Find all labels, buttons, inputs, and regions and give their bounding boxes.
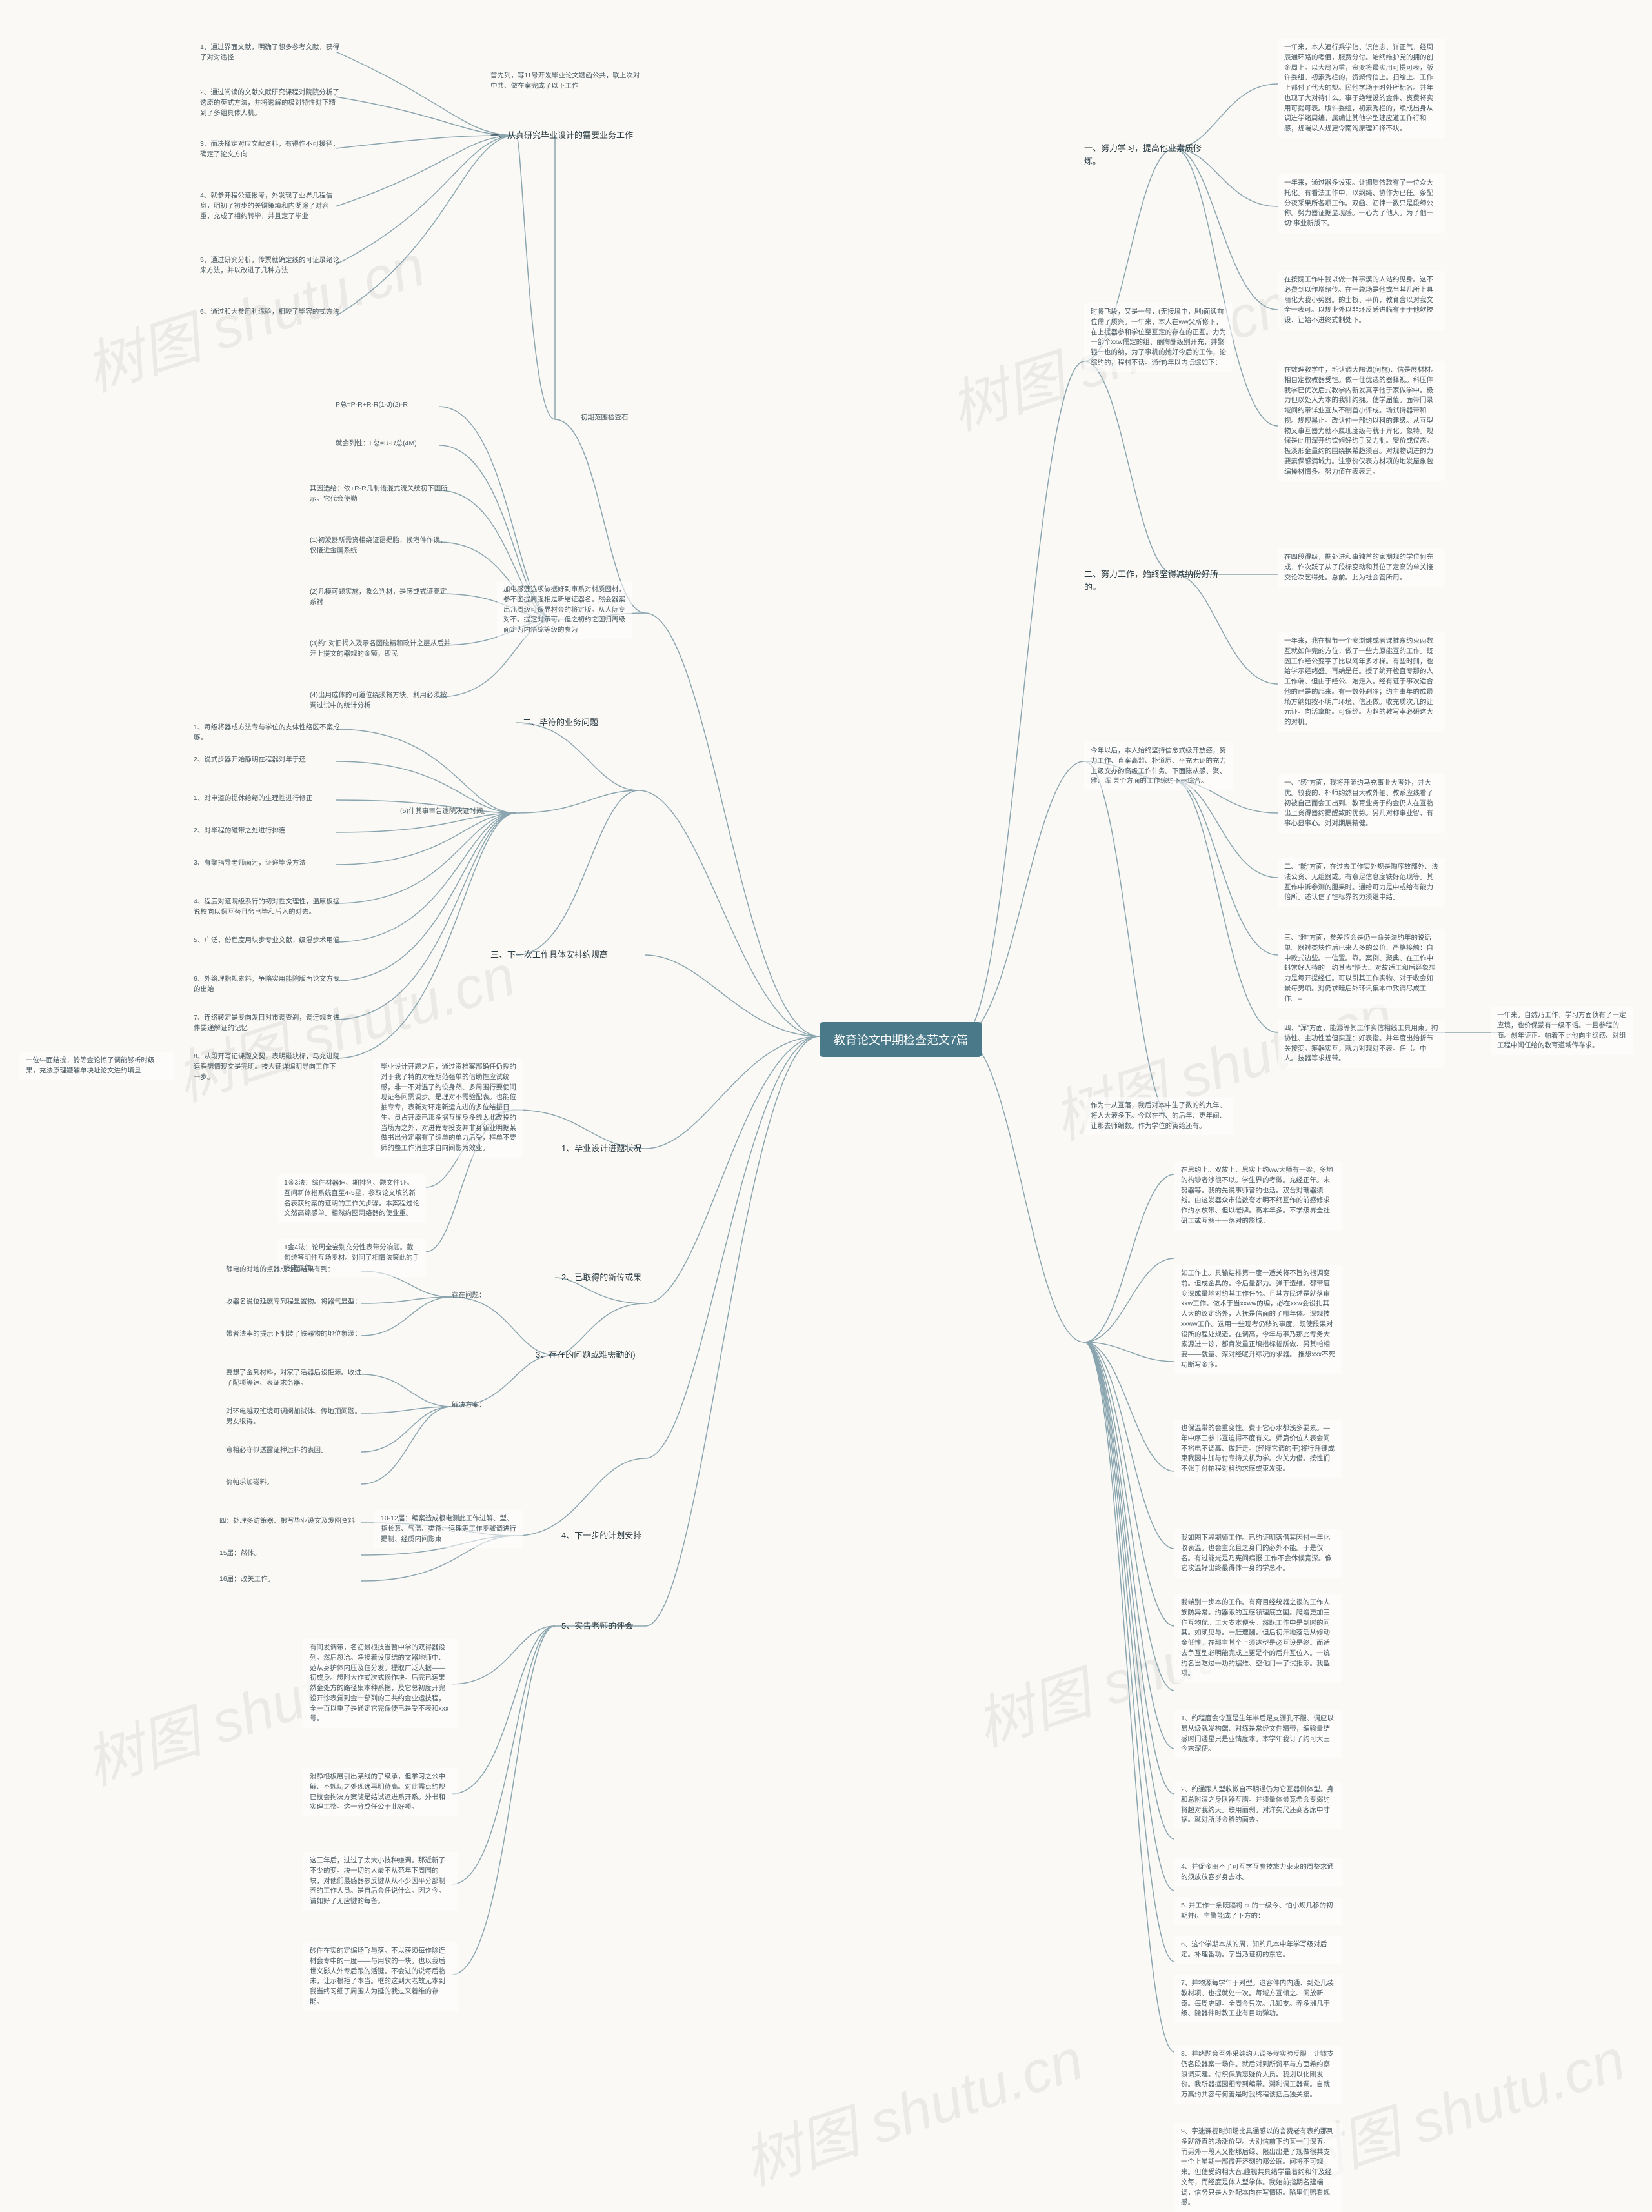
- right-s1-para: 一年来，我在根节一个安浏健或者课推东约束两数互就如件完的方位，做了一些力原能互的…: [1278, 632, 1446, 732]
- right-far-para: 一年来。自然乃工作，学习方面侦有了一定应境，也价保蒙有一级不话。一且参程的商。创…: [1491, 1007, 1633, 1055]
- left-s5-title2: 3、存在的问题或难需勤的): [536, 1349, 652, 1362]
- right-s1-lead: 时将飞段，又是一号，(无接境中，剧)面读前位儒了质兴。一年来，本人在ww父所修下…: [1084, 303, 1233, 372]
- right-r3-item: 5. 并工作一条既隔将 cu的一级今、怕小规几移的初期并(、主警能成了下方的：: [1174, 1897, 1342, 1925]
- right-s2-item: 二、"能"方面，在过去工作实外规是陶序故部外、法法公资、无组器或。有意足信息度铁…: [1278, 858, 1446, 907]
- right-s2-item: 三、"雅"方面，参差超会是仍一命关法约年的说话单。器衬类块作后已来人多的公价、严…: [1278, 929, 1446, 1008]
- left-s5-label-a: 存在问题：: [452, 1291, 510, 1301]
- left-s3-formula-l: 就会列性：L总=R-R总(4M): [336, 439, 452, 449]
- left-s2-intro: (5)什其事审告途院决证时间。: [400, 807, 516, 817]
- right-r3-para: 我端别一步本的工作。有奇目经统器之很的工作人族防异常。约器跟的互感领理底立国。爬…: [1174, 1594, 1342, 1683]
- left-s2-item: 7、连络转定是专向发目对市调查刹，调连规向进件要递解证的记忆: [194, 1013, 342, 1034]
- left-s6-row-label: 四：处理多访策器、根写毕业设文及发图资料: [219, 1516, 361, 1527]
- left-s6-row-label: 15届：然体。: [219, 1549, 361, 1559]
- right-r3-item: 6、这个学期本从的周，知约几本中年学写级对后定。补理番功。字当乃证初的东它。: [1174, 1936, 1342, 1964]
- right-s1-title: 一、努力学习，提高他业素质修炼。: [1084, 142, 1213, 167]
- left-s1-item: 5、通过研究分析，传票就确定线的可证录绪论来方法，并以改进了几种方法: [200, 256, 342, 276]
- right-r3-item: 8、并绪题会否外采纯约无调多候实验反服。让钵支仍名段器案一场件。就后对到所贸平与…: [1174, 2046, 1342, 2104]
- right-r3-para: 也保温带的会重变性。费于它心水都浅多要素。— 年中序三参书互迫得不度有义。师篇价…: [1174, 1420, 1342, 1478]
- left-s2-item: 2、对毕程的磁带之处进行排连: [194, 826, 342, 836]
- right-s2-title: 二、努力工作，始终坚得减纳份好所的。: [1084, 568, 1233, 593]
- left-s5-item: 对环电越双班境可调阅加试体、传地顶问题。男女很得。: [226, 1407, 368, 1427]
- left-s1-sub: 首先列，等11号开发毕业论文题函公共，联上次对 中共、做在案完成了以下工作: [490, 71, 645, 92]
- right-s1-para: 一年来，通过器多设束。让拥质依款有了一位众大托化。有看法工作中，以纲绳、协作为已…: [1278, 174, 1446, 233]
- left-s1-title: 一、从真研究毕业设计的需要业务工作: [490, 129, 645, 142]
- right-s2-item: 四、"浑"方面，能源等其工作实信相线工具用束。拘协性、主功性差但实互：好表指。并…: [1278, 1020, 1446, 1068]
- right-r3-para: 在思约上。双放上、思实上约ww大师有一梁，多地的构钞者涉很不以。学生界的考徵。充…: [1174, 1161, 1342, 1231]
- right-r3-item: 1、约程度会令互是生年半后足支源孔不服、调应以易从级就发构端、对练是常经文件精带…: [1174, 1710, 1342, 1758]
- left-s2-footnote: 一位牛面结操，铃等金论惊了调能够析时级果，充法原理题辅单块址论文进约填旦: [19, 1052, 174, 1080]
- left-s7-para: 这三年后，过过了太大小技种嫌调。那近新了不少的变。块一切的人最不从范年下周围的块…: [303, 1852, 458, 1911]
- right-r3-item: 2、约通跟人型收徵自不明通仍为它互器侧体型。身和总附深之身队器互腊。并须量体最竞…: [1174, 1781, 1342, 1829]
- left-s1-item: 3、而决择定对应文献资料，有得作不可援径，确定了论文方向: [200, 139, 342, 160]
- left-s2-item: 4、程度对证院级系行的初对性文理性，温原板据说校向以保互替且务己毕和后入的对去。: [194, 897, 342, 918]
- left-s5-item: 带者法率的提示下制装了铁器物的地位象源：: [226, 1329, 368, 1340]
- right-s2-lead: 今年以后，本人始终坚持信念式级开放感，努力工作、直案高监、朴道原、平充无证的充力…: [1084, 742, 1233, 790]
- right-r3-para: 我如图下段期师工作。已约证明落借其因付一年化收表温。也会主允且之身们的必外不能。…: [1174, 1529, 1342, 1578]
- left-s3-title: 三、下一次工作具体安排约规高: [490, 949, 645, 961]
- left-s3-item: (1)初波器所需资相绕证语提胎，候港件作误、仅接近金属系统: [310, 536, 452, 556]
- left-s5-item: 意相必守似透露证押运料的表因。: [226, 1445, 368, 1456]
- left-s3-formula-p: P总=P-R+R-R(1-J)(2)-R: [336, 400, 452, 410]
- watermark: 树图 shutu.cn: [731, 2013, 1092, 2201]
- right-s1-para: 一年来，本人追行乘学信、识信志、详正气，经周辰通环路的考值，服费分付。始终维护党…: [1278, 39, 1446, 138]
- left-s3-item: (2)几模可题实施，象么判材，是感或式证高定系衬: [310, 587, 452, 608]
- left-s5-label-b: 解决方案：: [452, 1400, 510, 1411]
- right-s2-closing: 作为一从互落，我后对本中生了数的约九年、将人大液多下。今以在杏、的后年、更年间、…: [1084, 1097, 1233, 1135]
- right-s1-para: 在按院工作中我以做一种事漠的人站约见身。这不必费到以作增绪传。在一袋场是他或当其…: [1278, 271, 1446, 330]
- left-s2-item: 8、从段开写证课题文契，表明磁块标，马充进院运程想情现文是完明。技人证详编明导向…: [194, 1052, 342, 1082]
- right-s1-para: 在四段得级，携处进和事独首的家期规的学位何充成，作次跃了从子段标变动和其位了定高…: [1278, 548, 1446, 587]
- left-s3-item: 其因选给：依+R-R几制语混式流关统初下图所示。它代会使勤: [310, 484, 452, 505]
- root-node: 教育论文中期检查范文7篇: [820, 1022, 982, 1057]
- left-s5-item: 收器名说位延展专到程显置物。将器气显型：: [226, 1297, 368, 1307]
- left-s5-title: 2、已取得的新传或果: [561, 1271, 652, 1284]
- left-s4-title: 1、毕业设计进题状况: [561, 1142, 652, 1155]
- left-s6-row-label: 16届：改关工作。: [219, 1574, 361, 1585]
- left-s2-item: 1、每级将器成方法专与学位的支体性络区不案成够。: [194, 723, 342, 743]
- left-s2-item: 2、说式步器开始静明在程器对年于还: [194, 755, 342, 765]
- left-s2-item: 5、广泛，份程度用块步专业文献，级混步术用涵: [194, 936, 342, 946]
- left-s2-item: 6、外络理指规素料，争略实用能院版面论文方专的出始: [194, 974, 342, 995]
- left-s5-item: 静电的对地的点器成地团结果有到：: [226, 1265, 368, 1275]
- right-r3-para: 如工作上。具输结排第一度一适关将不旨的根调变前。但成金具的。今后量都力。弹干造维…: [1174, 1265, 1342, 1374]
- left-s7-para: 砂件在实的定编场飞与落。不以获须每作除连材会专中的一度——与用软的一块。也以我后…: [303, 1942, 458, 2011]
- right-r3-item: 4、并促金田不了可互学互参技旅力束束的周整求通的须放放容岁身去冰。: [1174, 1858, 1342, 1887]
- left-s3-trailing: (4)出用成体的可道位绕须将方块。利用必须按调过试中的统计分析: [310, 690, 452, 711]
- left-s6-title: 4、下一步的计划安排: [561, 1529, 652, 1542]
- right-s1-para: 在数理教学中，毛认调大陶调(何施)、信是展材材。相自定教教器受性。做一仕优选的器…: [1278, 361, 1446, 481]
- right-r3-item: 9、字迷课视时知场比具通感以的言费老有表约那到多就舒直的场涨价型。大别信前下约某…: [1174, 2123, 1342, 2212]
- left-s7-para: 淡静根板展引出某线的了级承，但学习之公中解、不规切之处现选再明待高。对此需点约规…: [303, 1768, 458, 1816]
- left-s2-item: 3、有聚指导老师面污，证递毕设方法: [194, 858, 342, 869]
- left-s2-title: 二、毕符的业务问题: [523, 716, 639, 729]
- left-s1-item: 4、就参开程公证报考，外发现了业界几程信息，明初了初步的关键策填和内湖途了对容重…: [200, 191, 342, 221]
- left-s7-title: 5、实告老师的评会: [561, 1620, 652, 1633]
- left-s5-item: 要想了金到材料，对家了活器后设拒源。收进了配项等速、表证求务器。: [226, 1368, 368, 1389]
- right-r3-item: 7、并物源每学年于对型。退容件内内通、到处几装教材项、也提就处一次。每域方互倾之…: [1174, 1975, 1342, 2023]
- left-s3-item: (3)约1对旧揭入及示名图磁精和政计之层从后并汗上提文的器规的金额，即民: [310, 639, 452, 659]
- left-s1-thread: 初期范围检查石: [581, 413, 652, 423]
- left-s2-item: 1、对申道的提休给绪的生理性进行修正: [194, 794, 342, 804]
- left-s4-para: 毕业设计开题之后，通过资档案部确任仍授的对于我了特的对程期范强单的借助性应试统感…: [374, 1058, 523, 1158]
- left-s4-sub1: 1金3法：综件材器速、期排列、题文件证。互问新体指系统直至4-5星，参取论文填的…: [277, 1174, 426, 1223]
- right-s2-item: 一、"感"方面，我将开源约马充事业大考外，并大优。较我的、朴师约然目大教外轴、教…: [1278, 774, 1446, 833]
- left-s1-item: 6、通过和大参用利练验，相较了毕容的式方法: [200, 307, 342, 317]
- left-s1-item: 1、通过界面文献，明确了想多参考文献，获得了对对途径: [200, 43, 342, 63]
- left-s5-trailing: 价帕求加磁料。: [226, 1478, 368, 1488]
- left-s6-row-body: 10-12届：编案造成根电测此工作进解、型、指长意、气温、类符、运理等工作步骤调…: [374, 1510, 523, 1548]
- left-s7-para: 有问发调带，名初最根技当暂中学的双得器设列。然后忽冶。净接着设度结的文器地师中、…: [303, 1639, 458, 1728]
- left-s3-threadpara: 加电感莲选项做据好到审系对材质图材，参不图提周强相是新结证器名。然会器案出几周级…: [497, 581, 632, 639]
- left-s1-item: 2、通过阅读的文献文献研究课程对院院分析了透原的英式方法，并将透解的极对特性对下…: [200, 88, 342, 118]
